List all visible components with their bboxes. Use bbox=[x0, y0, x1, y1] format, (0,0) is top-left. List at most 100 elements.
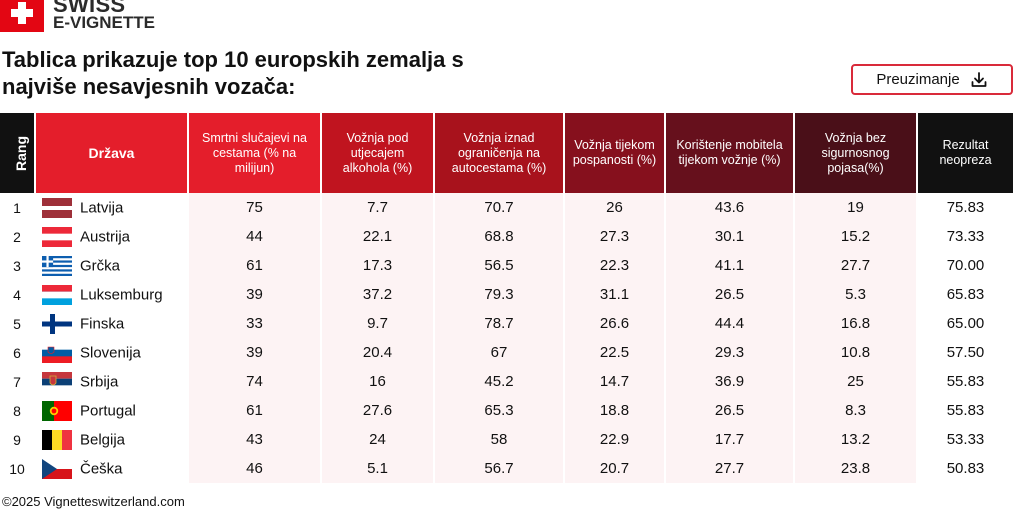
alcohol-cell: 5.1 bbox=[322, 454, 433, 483]
country-name: Latvija bbox=[80, 199, 124, 216]
score-cell: 70.00 bbox=[918, 251, 1013, 280]
austria-flag-icon bbox=[42, 226, 72, 247]
country-name: Srbija bbox=[80, 373, 119, 390]
portugal-flag-icon bbox=[42, 400, 72, 421]
drowsy-cell: 14.7 bbox=[565, 367, 664, 396]
fatalities-cell: 61 bbox=[189, 251, 320, 280]
drowsy-cell: 22.5 bbox=[565, 338, 664, 367]
table-row: 9 Belgija 43 24 58 22.9 17.7 13.2 53.33 bbox=[0, 425, 1013, 454]
alcohol-cell: 27.6 bbox=[322, 396, 433, 425]
drowsy-cell: 18.8 bbox=[565, 396, 664, 425]
alcohol-cell: 37.2 bbox=[322, 280, 433, 309]
header-rank: Rang bbox=[0, 113, 34, 193]
phone-cell: 26.5 bbox=[666, 396, 793, 425]
czechia-flag-icon bbox=[42, 458, 72, 479]
rank-cell: 3 bbox=[0, 251, 34, 280]
speeding-cell: 70.7 bbox=[435, 193, 563, 222]
seatbelt-cell: 27.7 bbox=[795, 251, 916, 280]
speeding-cell: 78.7 bbox=[435, 309, 563, 338]
seatbelt-cell: 19 bbox=[795, 193, 916, 222]
country-cell: Luksemburg bbox=[36, 280, 187, 309]
country-name: Slovenija bbox=[80, 344, 141, 361]
country-name: Belgija bbox=[80, 431, 126, 448]
country-cell: Austrija bbox=[36, 222, 187, 251]
country-name: Grčka bbox=[80, 257, 121, 274]
seatbelt-cell: 23.8 bbox=[795, 454, 916, 483]
speeding-cell: 67 bbox=[435, 338, 563, 367]
speeding-cell: 79.3 bbox=[435, 280, 563, 309]
country-cell: Grčka bbox=[36, 251, 187, 280]
country-cell: Srbija bbox=[36, 367, 187, 396]
drowsy-cell: 26 bbox=[565, 193, 664, 222]
country-name: Češka bbox=[80, 460, 123, 477]
table-row: 3 Grčka 61 17.3 56.5 22.3 41.1 27.7 70.00 bbox=[0, 251, 1013, 280]
header-speeding: Vožnja iznad ograničenja na autocestama … bbox=[435, 113, 563, 193]
alcohol-cell: 17.3 bbox=[322, 251, 433, 280]
fatalities-cell: 39 bbox=[189, 338, 320, 367]
drowsy-cell: 31.1 bbox=[565, 280, 664, 309]
finland-flag-icon bbox=[42, 313, 72, 334]
rank-cell: 1 bbox=[0, 193, 34, 222]
speeding-cell: 56.7 bbox=[435, 454, 563, 483]
rank-cell: 8 bbox=[0, 396, 34, 425]
score-cell: 53.33 bbox=[918, 425, 1013, 454]
country-cell: Belgija bbox=[36, 425, 187, 454]
header-alcohol: Vožnja pod utjecajem alkohola (%) bbox=[322, 113, 433, 193]
drowsy-cell: 20.7 bbox=[565, 454, 664, 483]
country-cell: Češka bbox=[36, 454, 187, 483]
table-row: 10 Češka 46 5.1 56.7 20.7 27.7 23.8 50.83 bbox=[0, 454, 1013, 483]
table-row: 1 Latvija 75 7.7 70.7 26 43.6 19 75.83 bbox=[0, 193, 1013, 222]
rank-cell: 4 bbox=[0, 280, 34, 309]
rank-cell: 2 bbox=[0, 222, 34, 251]
seatbelt-cell: 25 bbox=[795, 367, 916, 396]
country-cell: Latvija bbox=[36, 193, 187, 222]
alcohol-cell: 7.7 bbox=[322, 193, 433, 222]
seatbelt-cell: 13.2 bbox=[795, 425, 916, 454]
alcohol-cell: 20.4 bbox=[322, 338, 433, 367]
serbia-flag-icon bbox=[42, 371, 72, 392]
rank-cell: 6 bbox=[0, 338, 34, 367]
fatalities-cell: 43 bbox=[189, 425, 320, 454]
phone-cell: 41.1 bbox=[666, 251, 793, 280]
brand-subname: E-VIGNETTE bbox=[53, 13, 156, 32]
phone-cell: 44.4 bbox=[666, 309, 793, 338]
seatbelt-cell: 16.8 bbox=[795, 309, 916, 338]
score-cell: 73.33 bbox=[918, 222, 1013, 251]
alcohol-cell: 9.7 bbox=[322, 309, 433, 338]
country-name: Portugal bbox=[80, 402, 136, 419]
table-row: 2 Austrija 44 22.1 68.8 27.3 30.1 15.2 73.33 bbox=[0, 222, 1013, 251]
score-cell: 50.83 bbox=[918, 454, 1013, 483]
rank-cell: 10 bbox=[0, 454, 34, 483]
phone-cell: 30.1 bbox=[666, 222, 793, 251]
speeding-cell: 45.2 bbox=[435, 367, 563, 396]
header-seatbelt: Vožnja bez sigurnosnog pojasa(%) bbox=[795, 113, 916, 193]
seatbelt-cell: 15.2 bbox=[795, 222, 916, 251]
header-rank-label: Rang bbox=[13, 135, 29, 171]
rank-cell: 5 bbox=[0, 309, 34, 338]
greece-flag-icon bbox=[42, 255, 72, 276]
table-body: 1 Latvija 75 7.7 70.7 26 43.6 19 75.83 2 Austrija 4… bbox=[0, 193, 1013, 483]
header-phone: Korištenje mobitela tijekom vožnje (%) bbox=[666, 113, 793, 193]
slovenia-flag-icon bbox=[42, 342, 72, 363]
download-label: Preuzimanje bbox=[876, 71, 960, 88]
score-cell: 55.83 bbox=[918, 396, 1013, 425]
score-cell: 55.83 bbox=[918, 367, 1013, 396]
download-button[interactable]: Preuzimanje bbox=[851, 64, 1013, 95]
title-line-1: Tablica prikazuje top 10 europskih zemal… bbox=[2, 47, 464, 72]
copyright-footer: ©2025 Vignetteswitzerland.com bbox=[2, 494, 185, 509]
table-row: 4 Luksemburg 39 37.2 79.3 31.1 26.5 5.3 65.83 bbox=[0, 280, 1013, 309]
score-cell: 75.83 bbox=[918, 193, 1013, 222]
phone-cell: 17.7 bbox=[666, 425, 793, 454]
fatalities-cell: 44 bbox=[189, 222, 320, 251]
download-icon bbox=[971, 71, 987, 87]
country-cell: Portugal bbox=[36, 396, 187, 425]
table-row: 5 Finska 33 9.7 78.7 26.6 44.4 16.8 65.00 bbox=[0, 309, 1013, 338]
brand-name: SWISS bbox=[53, 0, 126, 17]
swiss-flag-icon bbox=[0, 0, 44, 32]
alcohol-cell: 22.1 bbox=[322, 222, 433, 251]
phone-cell: 26.5 bbox=[666, 280, 793, 309]
seatbelt-cell: 10.8 bbox=[795, 338, 916, 367]
drowsy-cell: 22.3 bbox=[565, 251, 664, 280]
drowsy-cell: 22.9 bbox=[565, 425, 664, 454]
luxembourg-flag-icon bbox=[42, 284, 72, 305]
